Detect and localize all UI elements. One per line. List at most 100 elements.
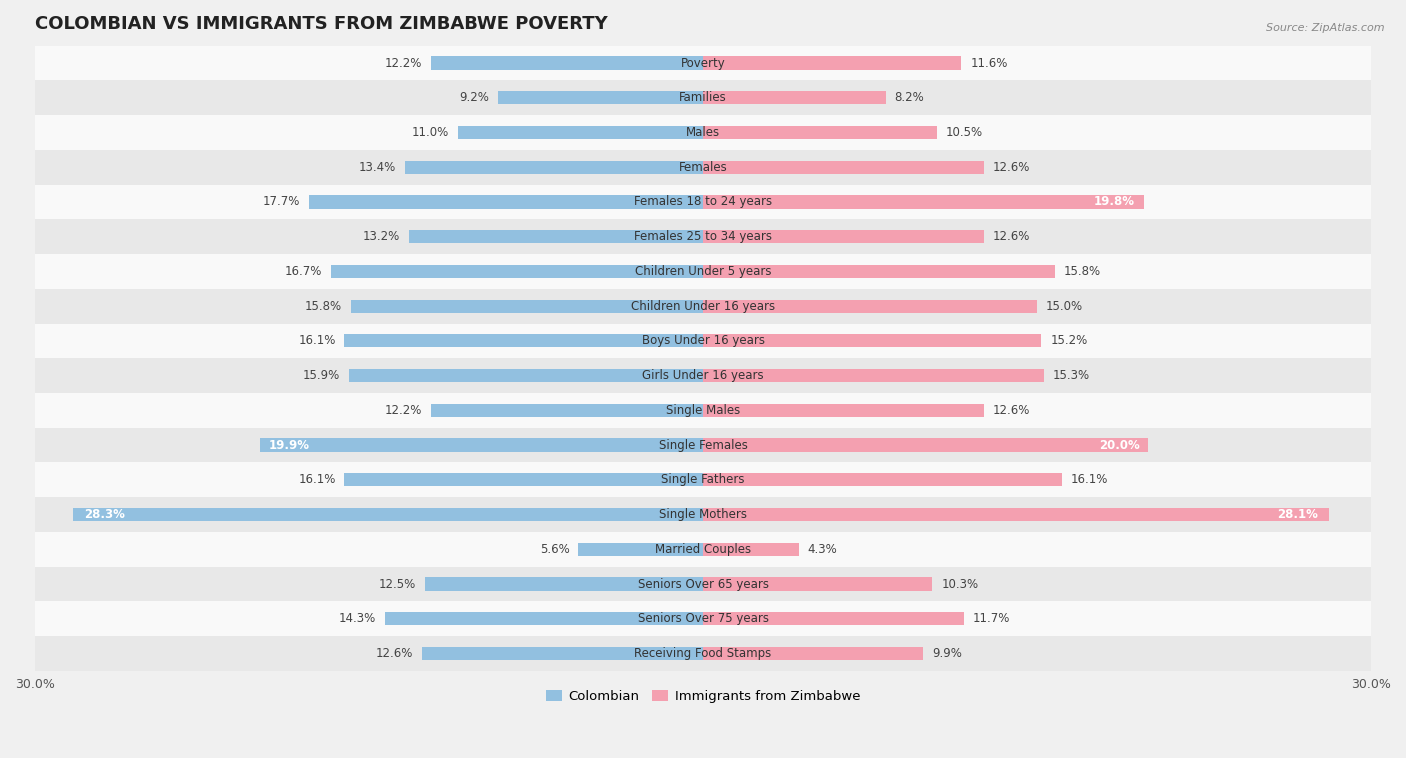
Text: 4.3%: 4.3% <box>807 543 838 556</box>
Text: Males: Males <box>686 126 720 139</box>
Bar <box>703 265 1054 278</box>
Text: 15.8%: 15.8% <box>1064 265 1101 278</box>
Bar <box>703 91 886 105</box>
Text: 16.7%: 16.7% <box>285 265 322 278</box>
Text: 12.6%: 12.6% <box>993 230 1029 243</box>
Bar <box>35 185 1371 219</box>
Bar <box>703 230 984 243</box>
Bar <box>344 334 703 347</box>
Bar <box>703 473 1062 487</box>
Bar <box>35 567 1371 601</box>
Text: 16.1%: 16.1% <box>1070 473 1108 487</box>
Bar <box>309 196 703 208</box>
Text: Females: Females <box>679 161 727 174</box>
Text: 12.6%: 12.6% <box>993 404 1029 417</box>
Text: Girls Under 16 years: Girls Under 16 years <box>643 369 763 382</box>
Text: Single Males: Single Males <box>666 404 740 417</box>
Text: 12.2%: 12.2% <box>385 57 422 70</box>
Text: 12.5%: 12.5% <box>378 578 416 590</box>
Bar <box>352 299 703 313</box>
Text: 11.7%: 11.7% <box>973 612 1010 625</box>
Bar <box>73 508 703 522</box>
Text: Single Mothers: Single Mothers <box>659 508 747 521</box>
Bar <box>35 462 1371 497</box>
Bar <box>432 404 703 417</box>
Text: COLOMBIAN VS IMMIGRANTS FROM ZIMBABWE POVERTY: COLOMBIAN VS IMMIGRANTS FROM ZIMBABWE PO… <box>35 15 607 33</box>
Bar <box>35 601 1371 636</box>
Text: Married Couples: Married Couples <box>655 543 751 556</box>
Text: Single Fathers: Single Fathers <box>661 473 745 487</box>
Bar <box>35 115 1371 150</box>
Text: 9.2%: 9.2% <box>460 91 489 105</box>
Text: 8.2%: 8.2% <box>894 91 924 105</box>
Text: 9.9%: 9.9% <box>932 647 962 660</box>
Text: 12.6%: 12.6% <box>993 161 1029 174</box>
Text: 16.1%: 16.1% <box>298 473 336 487</box>
Bar <box>349 369 703 382</box>
Text: Children Under 16 years: Children Under 16 years <box>631 299 775 312</box>
Text: 10.5%: 10.5% <box>946 126 983 139</box>
Text: 19.9%: 19.9% <box>269 439 309 452</box>
Bar <box>35 289 1371 324</box>
Bar <box>35 359 1371 393</box>
Text: Seniors Over 65 years: Seniors Over 65 years <box>637 578 769 590</box>
Bar <box>703 161 984 174</box>
Text: Source: ZipAtlas.com: Source: ZipAtlas.com <box>1267 23 1385 33</box>
Bar <box>458 126 703 139</box>
Text: 10.3%: 10.3% <box>941 578 979 590</box>
Bar <box>385 612 703 625</box>
Text: 28.1%: 28.1% <box>1277 508 1317 521</box>
Text: Boys Under 16 years: Boys Under 16 years <box>641 334 765 347</box>
Text: 15.3%: 15.3% <box>1053 369 1090 382</box>
Text: 17.7%: 17.7% <box>263 196 299 208</box>
Text: 13.4%: 13.4% <box>359 161 395 174</box>
Bar <box>703 578 932 590</box>
Bar <box>703 612 963 625</box>
Bar <box>35 219 1371 254</box>
Bar <box>330 265 703 278</box>
Bar <box>703 438 1149 452</box>
Bar <box>703 508 1329 522</box>
Text: 14.3%: 14.3% <box>339 612 375 625</box>
Bar <box>35 150 1371 185</box>
Bar <box>35 532 1371 567</box>
Text: Families: Families <box>679 91 727 105</box>
Text: Poverty: Poverty <box>681 57 725 70</box>
Bar <box>425 578 703 590</box>
Bar <box>703 334 1042 347</box>
Bar <box>260 438 703 452</box>
Legend: Colombian, Immigrants from Zimbabwe: Colombian, Immigrants from Zimbabwe <box>540 684 866 708</box>
Text: Females 18 to 24 years: Females 18 to 24 years <box>634 196 772 208</box>
Bar <box>703 369 1043 382</box>
Text: 19.8%: 19.8% <box>1094 196 1135 208</box>
Text: Seniors Over 75 years: Seniors Over 75 years <box>637 612 769 625</box>
Bar <box>703 196 1144 208</box>
Bar <box>703 126 936 139</box>
Bar <box>422 647 703 660</box>
Text: Single Females: Single Females <box>658 439 748 452</box>
Bar <box>35 324 1371 359</box>
Text: 15.0%: 15.0% <box>1046 299 1083 312</box>
Text: 28.3%: 28.3% <box>84 508 125 521</box>
Bar <box>35 636 1371 671</box>
Bar <box>703 543 799 556</box>
Text: 13.2%: 13.2% <box>363 230 401 243</box>
Bar <box>35 45 1371 80</box>
Bar <box>703 647 924 660</box>
Bar <box>432 56 703 70</box>
Bar <box>35 80 1371 115</box>
Bar <box>405 161 703 174</box>
Bar <box>35 497 1371 532</box>
Bar <box>344 473 703 487</box>
Bar <box>703 404 984 417</box>
Bar <box>35 393 1371 428</box>
Text: 12.6%: 12.6% <box>377 647 413 660</box>
Bar <box>409 230 703 243</box>
Bar <box>35 254 1371 289</box>
Bar <box>703 56 962 70</box>
Text: Children Under 5 years: Children Under 5 years <box>634 265 772 278</box>
Bar <box>498 91 703 105</box>
Text: 12.2%: 12.2% <box>385 404 422 417</box>
Bar <box>35 428 1371 462</box>
Bar <box>703 299 1038 313</box>
